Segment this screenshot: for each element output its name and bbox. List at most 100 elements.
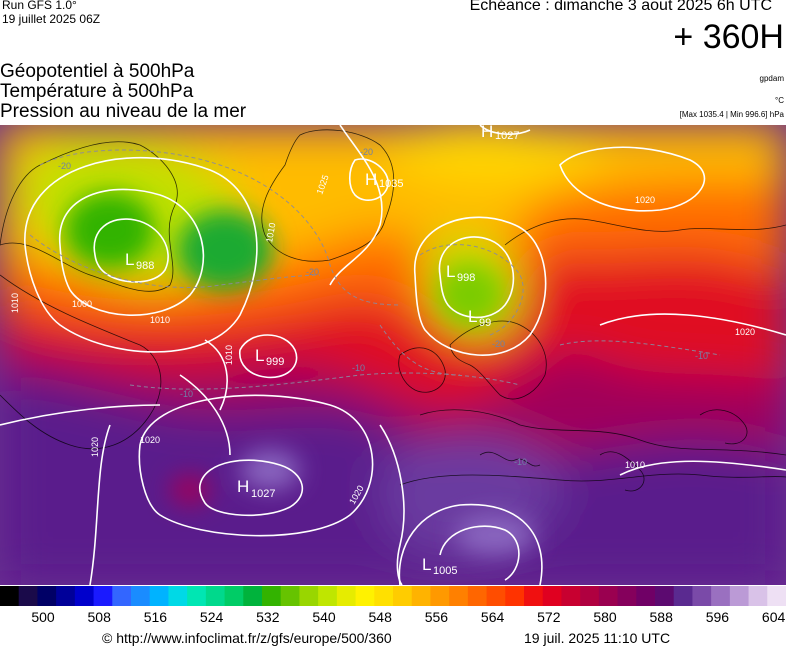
weather-map[interactable]: H 1027 H 1035 L 988 L 998 L 99 L 999 [0, 125, 786, 585]
colorbar-swatch [299, 586, 319, 606]
centre-letter: H [481, 125, 493, 141]
colorbar-swatch [430, 586, 450, 606]
centre-value: 998 [457, 272, 475, 284]
isotherm-label: -10 [180, 389, 193, 399]
centre-value: 999 [266, 356, 284, 368]
colorbar-tick-label: 532 [256, 609, 280, 625]
colorbar-swatch [692, 586, 712, 606]
colorbar-swatch [318, 586, 338, 606]
colorbar-swatch [449, 586, 469, 606]
l-north-sea: L 99 [468, 307, 491, 329]
colorbar-swatch [467, 586, 488, 606]
unit-geopotential: gpdam [759, 74, 784, 83]
colorbar-tick-label: 572 [537, 609, 561, 625]
isobar-label: 1020 [635, 195, 655, 205]
colorbar-swatch [262, 586, 282, 606]
pressure-range: [Max 1035.4 | Min 996.6] hPa [679, 110, 784, 119]
colorbar-swatch [393, 586, 413, 606]
centre-value: 988 [136, 260, 154, 272]
l-atlantic: L 999 [255, 346, 284, 368]
centre-value: 1027 [251, 488, 275, 500]
lead-time: + 360H [673, 18, 784, 56]
centre-value: 1027 [495, 130, 519, 142]
centre-letter: H [237, 477, 249, 496]
run-date: 19 juillet 2025 06Z [2, 12, 101, 26]
colorbar-swatch [0, 586, 20, 606]
l-norway-sea: L 998 [446, 262, 475, 284]
colorbar-swatch [711, 586, 731, 606]
colorbar-swatch [280, 586, 301, 606]
unit-temperature: °C [775, 96, 784, 105]
legend-pressure: Pression au niveau de la mer [0, 101, 247, 122]
isotherm-label: -10 [514, 457, 527, 467]
colorbar-swatch [74, 586, 95, 606]
colorbar-tick-label: 548 [368, 609, 392, 625]
colorbar-swatch [374, 586, 394, 606]
isobar-label: 1020 [735, 327, 755, 337]
isotherm-labels: -20 -20 -20 -20 -10 -10 -10 -10 [58, 147, 708, 467]
colorbar-swatch [505, 586, 525, 606]
isotherm-label: -20 [306, 267, 319, 277]
isotherm-label: -20 [360, 147, 373, 157]
colorbar-swatch [149, 586, 170, 606]
colorbar-tick-label: 604 [761, 609, 786, 625]
colorbar-swatch [224, 586, 244, 606]
pressure-centres: H 1027 H 1035 L 988 L 998 L 99 L 999 [125, 125, 519, 577]
colorbar-swatch [524, 586, 544, 606]
isotherm-label: -10 [695, 351, 708, 361]
l-sahara: L 1005 [422, 555, 457, 577]
colorbar-swatch [37, 586, 57, 606]
isobar-label: 1020 [90, 437, 100, 457]
colorbar-swatch [243, 586, 263, 606]
colorbar-tick-label: 596 [705, 609, 730, 625]
colorbar-swatch [56, 586, 76, 606]
generated-time: 19 juil. 2025 11:10 UTC [524, 630, 671, 646]
colorbar-swatch [131, 586, 151, 606]
h-greenland-north: H 1027 [481, 125, 519, 142]
colorbar-tick-label: 588 [649, 609, 673, 625]
centre-letter: L [255, 346, 264, 365]
centre-letter: L [446, 262, 455, 281]
colorbar-swatch [617, 586, 637, 606]
colorbar-swatch [411, 586, 432, 606]
isobar-label: 1010 [224, 345, 234, 365]
colorbar-swatch [767, 586, 786, 606]
isotherm-label: -10 [352, 363, 365, 373]
colorbar-tick-label: 540 [312, 609, 336, 625]
h-greenland: H 1035 [365, 170, 403, 190]
legend-temperature: Température à 500hPa [0, 81, 194, 102]
centre-value: 99 [479, 317, 491, 329]
colorbar-swatch [561, 586, 581, 606]
colorbar-swatch [598, 586, 619, 606]
colorbar-swatch [580, 586, 600, 606]
colorbar-swatch [486, 586, 506, 606]
run-label: Run GFS 1.0° [2, 0, 77, 12]
h-azores: H 1027 [237, 477, 275, 500]
colorbar-swatch [93, 586, 113, 606]
colorbar-tick-label: 580 [593, 609, 617, 625]
colorbar-swatch [336, 586, 357, 606]
colorbar-tick-label: 564 [480, 609, 505, 625]
isobar-label: 1010 [264, 222, 277, 243]
colorbar-swatch [112, 586, 132, 606]
centre-letter: L [468, 307, 477, 326]
isobars [0, 125, 786, 585]
credit-link[interactable]: © http://www.infoclimat.fr/z/gfs/europe/… [102, 630, 392, 646]
colorbar-swatch [655, 586, 675, 606]
isotherm-label: -20 [492, 339, 505, 349]
colorbar-swatch [187, 586, 207, 606]
centre-letter: H [365, 170, 377, 189]
colorbar-swatch [205, 586, 226, 606]
colorbar-swatch [673, 586, 694, 606]
isobar-label: 1010 [10, 293, 20, 313]
colorbar-swatch [729, 586, 750, 606]
colorbar-tick-label: 556 [424, 609, 449, 625]
centre-value: 1005 [433, 565, 457, 577]
colorbar-swatch [542, 586, 563, 606]
centre-letter: L [125, 250, 134, 269]
centre-letter: L [422, 555, 431, 574]
colorbar-swatch [636, 586, 656, 606]
colorbar [0, 586, 786, 606]
legend-geopotential: Géopotentiel à 500hPa [0, 61, 195, 82]
colorbar-tick-label: 500 [31, 609, 55, 625]
